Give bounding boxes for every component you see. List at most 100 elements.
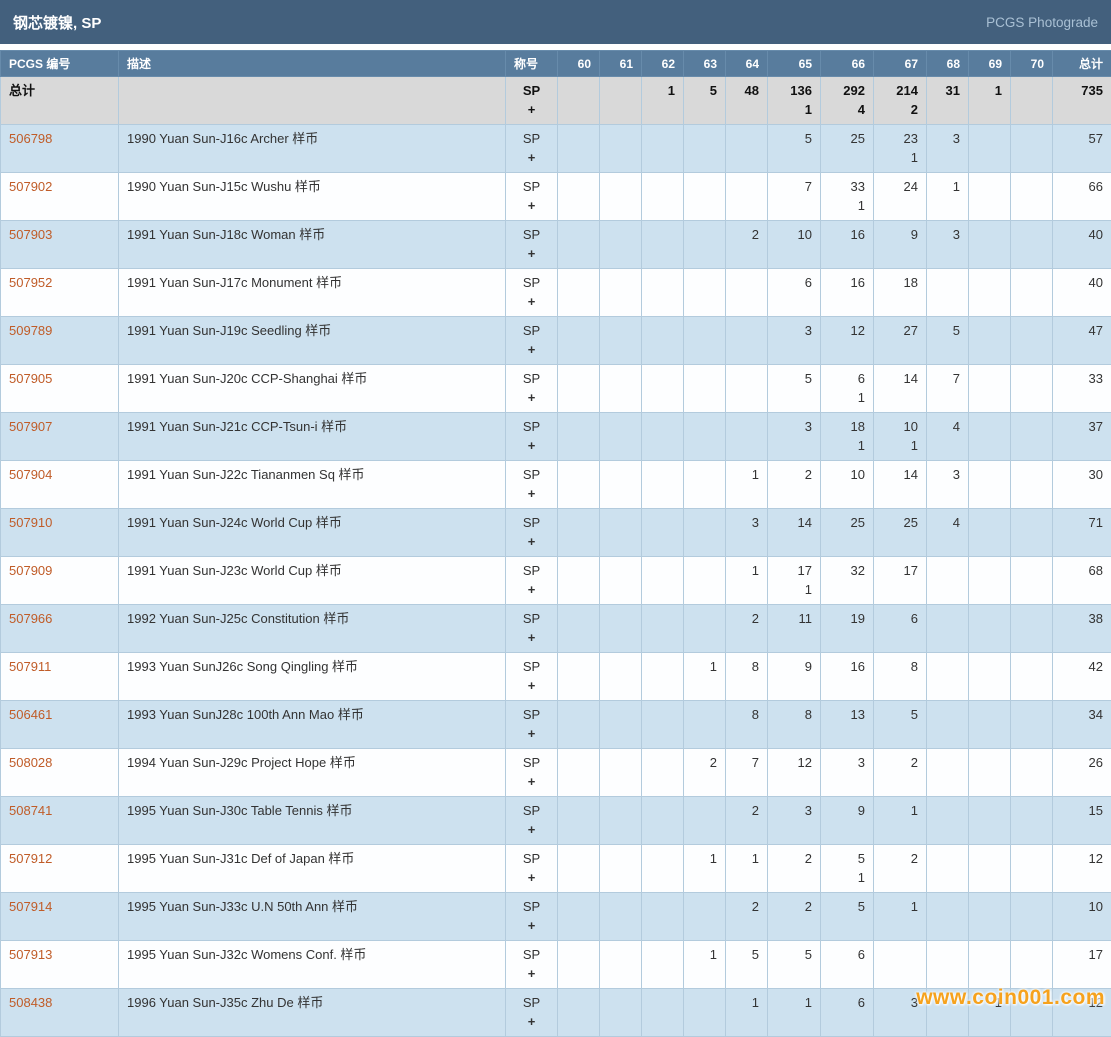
column-header-designation: 称号 <box>506 51 558 77</box>
pcgs-number-link[interactable]: 507911 <box>9 659 51 674</box>
pcgs-number-cell: 507913 <box>1 941 119 989</box>
grade-66-cell: 12 <box>821 317 874 365</box>
grade-64-cell: 48 <box>726 77 768 125</box>
designation-plus-label: + <box>508 726 555 742</box>
grade-61-cell <box>600 461 642 509</box>
pcgs-number-link[interactable]: 507903 <box>9 227 52 242</box>
designation-cell: SP+ <box>506 701 558 749</box>
grade-64-cell: 7 <box>726 749 768 797</box>
grade-69-cell <box>969 653 1011 701</box>
pcgs-number-cell: 507912 <box>1 845 119 893</box>
designation-cell: SP+ <box>506 125 558 173</box>
pcgs-number-link[interactable]: 507913 <box>9 947 52 962</box>
pcgs-number-link[interactable]: 506461 <box>9 707 52 722</box>
designation-cell: SP+ <box>506 365 558 413</box>
grade-70-cell <box>1011 509 1053 557</box>
grade-60-cell <box>558 749 600 797</box>
row-total: 15 <box>1053 797 1111 845</box>
pcgs-number-link[interactable]: 507952 <box>9 275 52 290</box>
grade-65-cell: 2 <box>768 461 821 509</box>
grade-66-cell: 13 <box>821 701 874 749</box>
pcgs-number-link[interactable]: 507909 <box>9 563 52 578</box>
grade-62-cell <box>642 893 684 941</box>
pcgs-number-link[interactable]: 507910 <box>9 515 52 530</box>
pcgs-number-cell: 507911 <box>1 653 119 701</box>
grade-67-cell: 27 <box>874 317 927 365</box>
pcgs-number-link[interactable]: 507904 <box>9 467 52 482</box>
designation-plus-label: + <box>508 822 555 838</box>
coin-description: 1995 Yuan Sun-J31c Def of Japan 样币 <box>119 845 506 893</box>
grade-63-cell <box>684 269 726 317</box>
grade-60-cell <box>558 413 600 461</box>
grade-64-cell: 8 <box>726 653 768 701</box>
grade-66-cell: 19 <box>821 605 874 653</box>
pcgs-number-link[interactable]: 507902 <box>9 179 52 194</box>
grade-63-cell: 1 <box>684 845 726 893</box>
grade-63-cell <box>684 557 726 605</box>
grade-68-cell <box>927 941 969 989</box>
grade-64-cell: 2 <box>726 797 768 845</box>
pcgs-number-link[interactable]: 507905 <box>9 371 52 386</box>
column-header-70: 70 <box>1011 51 1053 77</box>
pcgs-number-cell: 509789 <box>1 317 119 365</box>
pcgs-number-link[interactable]: 508438 <box>9 995 52 1010</box>
grade-68-cell: 3 <box>927 125 969 173</box>
pcgs-number-link[interactable]: 508028 <box>9 755 52 770</box>
coin-description: 1991 Yuan Sun-J20c CCP-Shanghai 样币 <box>119 365 506 413</box>
grade-69-cell <box>969 461 1011 509</box>
grade-66-cell: 5 <box>821 893 874 941</box>
row-total: 735 <box>1053 77 1111 125</box>
grade-62-cell <box>642 653 684 701</box>
page-title: 钢芯镀镍, SP <box>13 12 101 33</box>
grade-60-cell <box>558 653 600 701</box>
grade-65-cell: 3 <box>768 413 821 461</box>
designation-sp-label: SP <box>508 467 555 483</box>
grade-69-cell <box>969 125 1011 173</box>
coin-row: 507905 1991 Yuan Sun-J20c CCP-Shanghai 样币… <box>1 365 1111 413</box>
pcgs-number-link[interactable]: 507912 <box>9 851 52 866</box>
grade-67-cell: 2 <box>874 749 927 797</box>
row-total: 37 <box>1053 413 1111 461</box>
designation-plus-label: + <box>508 1014 555 1030</box>
grade-68-cell: 7 <box>927 365 969 413</box>
column-header-61: 61 <box>600 51 642 77</box>
grade-70-cell <box>1011 365 1053 413</box>
pcgs-number-link[interactable]: 509789 <box>9 323 52 338</box>
grade-62-cell <box>642 557 684 605</box>
grade-68-cell <box>927 845 969 893</box>
grade-67-cell: 6 <box>874 605 927 653</box>
grade-70-cell <box>1011 317 1053 365</box>
grade-66-cell: 16 <box>821 653 874 701</box>
grade-60-cell <box>558 221 600 269</box>
grade-68-cell: 3 <box>927 221 969 269</box>
pcgs-number-link[interactable]: 506798 <box>9 131 52 146</box>
grade-68-cell: 4 <box>927 413 969 461</box>
designation-plus-label: + <box>508 870 555 886</box>
pcgs-number-link[interactable]: 507907 <box>9 419 52 434</box>
column-header-68: 68 <box>927 51 969 77</box>
coin-description <box>119 77 506 125</box>
pcgs-number-link[interactable]: 508741 <box>9 803 52 818</box>
pcgs-number-link[interactable]: 507966 <box>9 611 52 626</box>
pcgs-photograde-link[interactable]: PCGS Photograde <box>986 15 1098 30</box>
pcgs-number-cell: 507903 <box>1 221 119 269</box>
designation-sp-label: SP <box>508 563 555 579</box>
grade-69-cell <box>969 797 1011 845</box>
pcgs-number-link[interactable]: 507914 <box>9 899 52 914</box>
row-total: 47 <box>1053 317 1111 365</box>
designation-cell: SP+ <box>506 557 558 605</box>
column-header-63: 63 <box>684 51 726 77</box>
grade-63-cell <box>684 797 726 845</box>
grade-61-cell <box>600 797 642 845</box>
coin-description: 1991 Yuan Sun-J18c Woman 样币 <box>119 221 506 269</box>
designation-sp-label: SP <box>508 131 555 147</box>
grade-64-cell: 5 <box>726 941 768 989</box>
grade-67-cell: 2 <box>874 845 927 893</box>
